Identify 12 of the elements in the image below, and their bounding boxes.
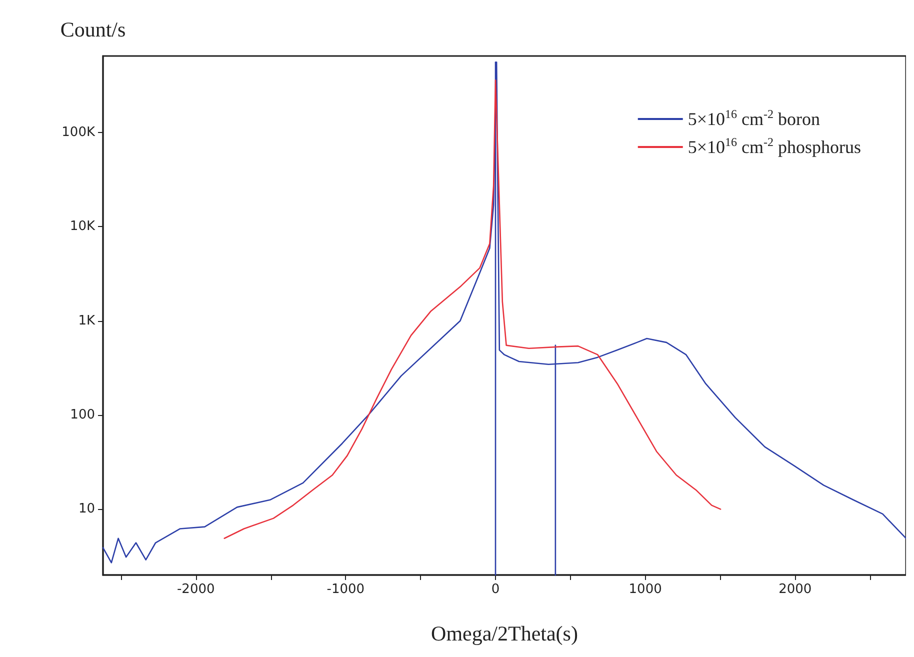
y-axis-title: Count/s — [60, 18, 126, 42]
y-tick-label: 10K — [70, 219, 96, 234]
x-tick-label: 1000 — [628, 582, 662, 597]
y-tick-label: 10 — [78, 502, 95, 517]
y-tick-label: 100K — [62, 125, 96, 140]
x-tick-label: -2000 — [176, 582, 215, 597]
y-tick-label: 100 — [70, 408, 95, 423]
y-tick-label: 1K — [78, 313, 96, 328]
x-tick-label: -1000 — [326, 582, 365, 597]
x-tick-label: 0 — [491, 582, 500, 597]
x-tick-label: 2000 — [778, 582, 812, 597]
x-axis-title: Omega/2Theta(s) — [431, 622, 578, 646]
